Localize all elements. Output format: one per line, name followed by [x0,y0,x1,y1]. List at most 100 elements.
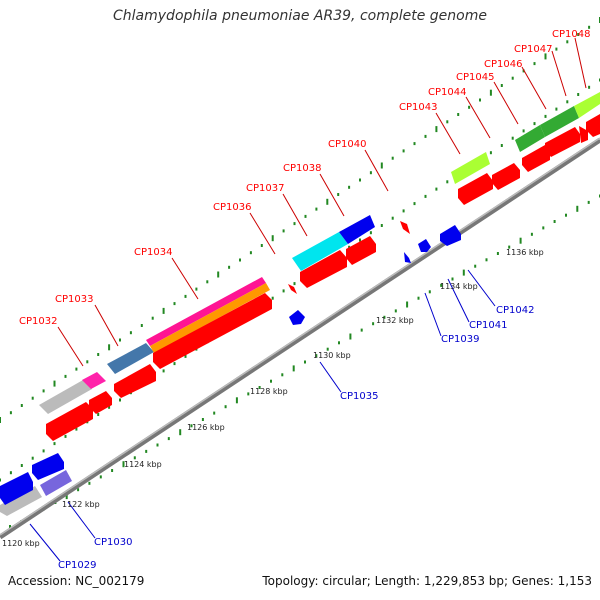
track-tick [359,178,361,182]
track-tick-major [271,235,274,242]
red-arrow-cp1044[interactable] [492,163,520,190]
blue-arrow-cp1042[interactable] [440,225,461,246]
gene-label-cp1047[interactable]: CP1047 [514,44,552,55]
feature-cp1043[interactable] [451,152,490,184]
track-tick [86,360,89,364]
blue-arrow-cp1041[interactable] [418,239,431,252]
feature-cp1032[interactable] [82,372,106,389]
gene-label-cp1048[interactable]: CP1048 [552,29,590,40]
feature-cp1033[interactable] [107,343,154,374]
track-tick-major [235,397,238,404]
track-tick [167,437,170,441]
track-tick [555,47,558,51]
gene-label-cp1034[interactable]: CP1034 [134,247,172,258]
red-arrow-cp1047[interactable] [579,126,588,143]
track-tick [372,322,375,326]
red-arrow-3[interactable] [114,364,156,398]
track-tick [258,386,261,389]
gene-label-cp1039[interactable]: CP1039 [441,334,479,345]
feature-cp1046[interactable] [540,106,579,137]
feature-cp1034-pink[interactable] [146,277,266,346]
leader-cp1037 [282,193,308,237]
track-tick [511,76,514,80]
feature-cp1030-purple[interactable] [40,470,72,496]
reverse-feature-track [0,225,461,516]
upper-dotted-track [0,17,600,423]
track-tick [369,171,372,175]
track-tick-major [108,344,111,351]
gene-label-cp1033[interactable]: CP1033 [55,294,93,305]
red-arrow-cp1034[interactable] [153,293,272,369]
gene-label-cp1035[interactable]: CP1035 [340,391,378,402]
gene-label-cp1037[interactable]: CP1037 [246,183,284,194]
gene-label-cp1029[interactable]: CP1029 [58,560,96,571]
track-tick [260,244,263,247]
blue-arrow-left-1[interactable] [0,472,33,505]
feature-cp1037[interactable] [292,232,348,271]
genome-backbone [0,137,600,540]
red-arrow-cp1043[interactable] [458,173,493,205]
gene-label-cp1042[interactable]: CP1042 [496,305,534,316]
track-tick [402,209,405,213]
gene-label-cp1045[interactable]: CP1045 [456,72,494,83]
gene-label-cp1032[interactable]: CP1032 [19,316,57,327]
red-arrow-cp1040[interactable] [400,221,410,234]
tick-label-1130: 1130 kbp [313,351,351,360]
gene-label-cp1040[interactable]: CP1040 [328,139,366,150]
track-tick [424,134,427,138]
feature-cp1048[interactable] [574,92,600,118]
track-tick [129,331,132,335]
gene-label-cp1036[interactable]: CP1036 [213,202,251,213]
gene-label-cp1041[interactable]: CP1041 [469,320,507,331]
track-tick [184,354,187,358]
track-tick [479,98,481,102]
gene-label-cp1030[interactable]: CP1030 [94,537,132,548]
feature-cp1029-gray[interactable] [0,486,42,516]
forward-arrow-track [46,114,600,441]
feature-cp1045[interactable] [515,125,545,152]
gene-label-cp1043[interactable]: CP1043 [399,102,437,113]
track-tick [119,338,121,342]
track-tick [282,229,285,233]
feature-cp1038[interactable] [339,215,375,244]
leader-cp1045 [493,81,519,125]
red-arrow-2[interactable] [89,391,112,414]
forward-labels: CP1032 CP1033 CP1034 CP1036 CP1037 CP103… [19,29,590,327]
track-tick-major [53,380,56,387]
track-tick [201,418,204,421]
red-arrow-cp1048[interactable] [586,114,600,137]
track-tick [417,296,420,300]
track-tick [249,251,252,255]
track-tick [359,238,361,242]
leader-cp1030 [67,501,96,539]
gene-label-cp1038[interactable]: CP1038 [283,163,321,174]
track-tick [326,347,329,351]
leader-cp1041 [447,278,470,323]
feature-cp1034-orange[interactable] [150,283,270,353]
leader-cp1033 [94,304,119,347]
gene-label-cp1044[interactable]: CP1044 [428,87,466,98]
red-arrow-1[interactable] [46,402,93,441]
red-arrow-cp1046[interactable] [545,127,580,157]
blue-arrow-cp1039[interactable] [404,252,411,263]
red-arrow-cp1038[interactable] [346,236,376,265]
track-tick [304,360,306,364]
track-tick-major [0,417,1,423]
blue-arrow-cp1035[interactable] [289,310,305,325]
red-arrow-cp1036[interactable] [288,284,297,294]
track-tick [446,120,449,124]
track-tick-major [292,365,295,372]
blue-arrow-left-2[interactable] [32,453,64,480]
track-tick [88,481,91,485]
track-tick [42,449,45,453]
track-tick [474,264,477,268]
track-tick [97,353,100,356]
track-tick [553,220,556,223]
red-arrow-cp1045[interactable] [522,145,550,172]
gene-label-cp1046[interactable]: CP1046 [484,59,522,70]
track-tick [424,194,427,198]
red-arrow-cp1037[interactable] [300,250,347,288]
track-tick [64,434,67,438]
feature-gray-1[interactable] [39,380,92,414]
